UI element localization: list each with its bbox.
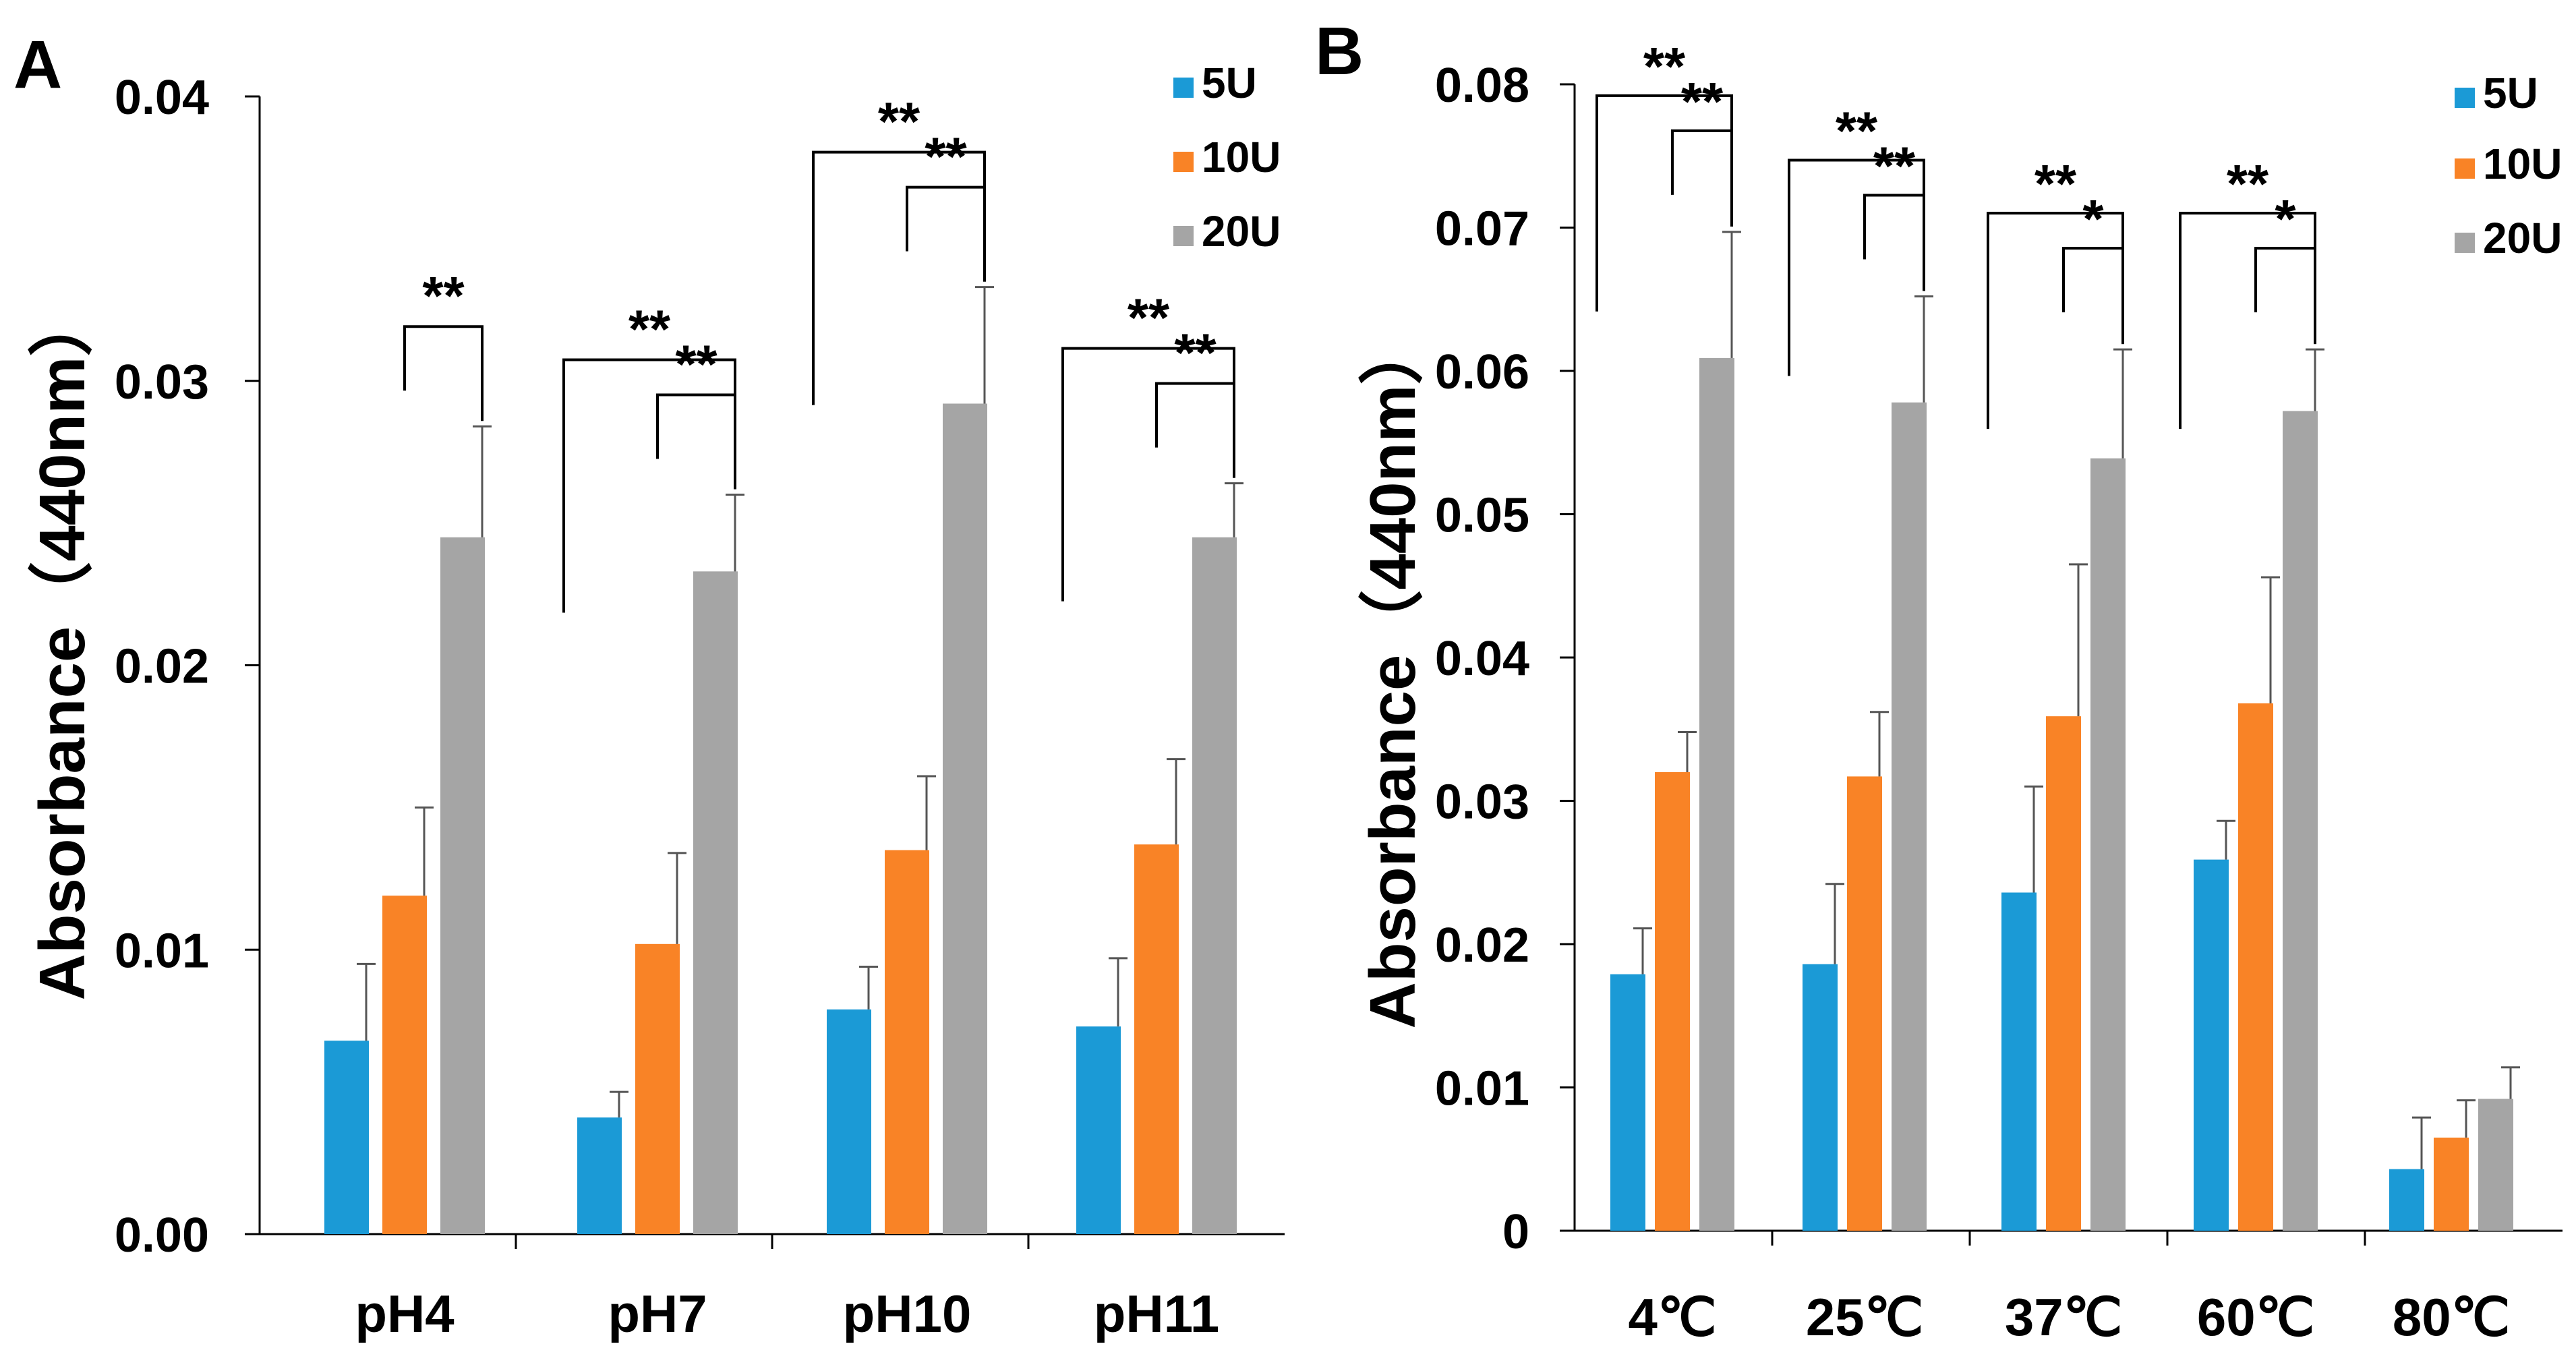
panel-b-legend-label-20u: 20U [2483, 214, 2562, 262]
panel-b-bar-37c-20u [2090, 458, 2126, 1231]
panel-b-significance-label-25c-10u-20u: ** [1873, 136, 1916, 196]
panel-a-significance-label-ph11-10u-20u: ** [1174, 323, 1217, 383]
panel-b-bar-60c-10u [2238, 703, 2273, 1231]
panel-b-y-axis-label: Absorbance（440nm） [1357, 320, 1429, 1029]
panel-b: B Absorbance（440nm） 0 0.01 0.02 0.03 0.04 0.0… [1315, 13, 2563, 1347]
panel-b-significance-label-37c-5u-20u: ** [2035, 154, 2077, 214]
panel-a-bar-ph4-10u [382, 896, 427, 1234]
panel-a-bar-ph11-20u [1192, 537, 1237, 1234]
panel-a-significance-label-ph11-5u-20u: ** [1128, 288, 1170, 348]
panel-b-y-tick-label: 0.04 [1435, 632, 1529, 686]
panel-a-legend-label-5u: 5U [1202, 59, 1257, 107]
panel-b-bar-25c-5u [1803, 964, 1838, 1231]
panel-b-y-tick-label: 0 [1502, 1205, 1529, 1259]
panel-b-bar-4c-10u [1655, 772, 1690, 1231]
panel-b-bar-80c-10u [2434, 1137, 2469, 1231]
panel-b-x-tick-label-37c: 37℃ [2005, 1287, 2122, 1347]
panel-a-significance-bracket-ph10-10u-20u [906, 185, 986, 282]
panel-a-x-tick-label-ph10: pH10 [843, 1284, 972, 1343]
panel-b-y-tick-label: 0.07 [1435, 202, 1529, 256]
panel-b-bar-80c-20u [2478, 1099, 2513, 1231]
panel-b-bar-60c-20u [2283, 411, 2318, 1231]
panel-b-significance-bracket-37c-10u-20u [2062, 247, 2124, 345]
panel-a-bar-ph4-20u [440, 537, 485, 1234]
panel-b-y-tick-label: 0.02 [1435, 918, 1529, 972]
panel-b-legend-swatch-10u [2455, 158, 2475, 179]
panel-a-legend-swatch-10u [1173, 152, 1194, 172]
panel-b-y-tick-label: 0.08 [1435, 59, 1529, 113]
panel-a-significance-label-ph4-10u-20u: ** [422, 266, 465, 326]
panel-a-significance-bracket-ph11-10u-20u [1155, 382, 1235, 478]
panel-a-legend-label-10u: 10U [1202, 133, 1281, 181]
panel-b-y-tick-label: 0.05 [1435, 489, 1529, 543]
panel-b-bar-4c-20u [1699, 357, 1734, 1231]
panel-b-legend-label-5u: 5U [2483, 69, 2538, 117]
panel-b-x-tick-label-4c: 4℃ [1629, 1287, 1717, 1347]
panel-b-significance-label-60c-5u-20u: ** [2227, 154, 2269, 214]
panel-a-legend-swatch-20u [1173, 226, 1194, 246]
panel-a: A Absorbance（440nm） 0.00 0.01 0.02 0.03 0.04… [13, 27, 1285, 1343]
panel-a-bar-ph7-10u [635, 943, 680, 1234]
panel-a-significance-bracket-ph4-10u-20u [403, 325, 484, 421]
panel-b-bar-25c-10u [1847, 776, 1882, 1231]
panel-b-significance-bracket-4c-10u-20u [1671, 129, 1733, 227]
panel-a-y-tick-label: 0.02 [115, 640, 209, 694]
panel-b-y-tick-label: 0.06 [1435, 345, 1529, 399]
panel-b-bar-4c-5u [1610, 974, 1645, 1231]
panel-b-bar-37c-10u [2046, 716, 2081, 1231]
panel-b-plot-area: 0 0.01 0.02 0.03 0.04 0.05 0.06 0.07 0.08 4℃ 25℃ 37… [1435, 36, 2563, 1347]
panel-a-legend-swatch-5u [1173, 78, 1194, 98]
panel-b-label: B [1315, 13, 1364, 89]
panel-a-bar-ph11-10u [1134, 844, 1179, 1234]
panel-a-significance-label-ph7-10u-20u: ** [675, 334, 718, 394]
panel-a-bar-ph4-5u [324, 1041, 369, 1234]
panel-a-significance-bracket-ph7-10u-20u [656, 393, 736, 490]
panel-b-legend-swatch-5u [2455, 88, 2475, 108]
panel-b-significance-label-4c-10u-20u: ** [1681, 71, 1724, 132]
panel-b-legend-label-10u: 10U [2483, 140, 2562, 188]
panel-a-y-tick-label: 0.01 [115, 924, 209, 978]
panel-b-significance-bracket-60c-10u-20u [2254, 247, 2316, 345]
panel-b-x-tick-label-25c: 25℃ [1806, 1287, 1923, 1347]
panel-a-bar-ph10-20u [943, 403, 987, 1234]
panel-a-y-tick-label: 0.03 [115, 355, 209, 409]
panel-b-significance-label-4c-5u-20u: ** [1643, 36, 1686, 96]
panel-a-x-tick-label-ph4: pH4 [355, 1284, 454, 1343]
panel-a-y-tick-label: 0.04 [115, 71, 209, 125]
panel-a-x-tick-label-ph7: pH7 [608, 1284, 707, 1343]
panel-b-y-tick-label: 0.01 [1435, 1062, 1529, 1116]
panel-b-significance-label-60c-10u-20u: * [2275, 189, 2296, 249]
panel-a-x-tick-label-ph11: pH11 [1094, 1284, 1219, 1343]
panel-b-x-tick-label-60c: 60℃ [2197, 1287, 2314, 1347]
panel-a-significance-label-ph10-5u-20u: ** [878, 92, 920, 152]
panel-b-bar-80c-5u [2389, 1169, 2424, 1231]
panel-b-y-tick-label: 0.03 [1435, 776, 1529, 829]
panel-b-legend-swatch-20u [2455, 233, 2475, 253]
panel-a-legend-label-20u: 20U [1202, 207, 1281, 256]
panel-a-y-tick-label: 0.00 [115, 1208, 209, 1262]
panel-a-significance-label-ph7-5u-20u: ** [628, 299, 671, 359]
panel-a-bar-ph7-20u [693, 571, 738, 1234]
panel-b-significance-bracket-25c-10u-20u [1863, 194, 1925, 291]
panel-a-bar-ph7-5u [577, 1117, 622, 1234]
panel-a-bar-ph10-5u [827, 1009, 871, 1234]
panel-a-label: A [13, 27, 62, 103]
panel-b-significance-label-37c-10u-20u: * [2082, 189, 2104, 249]
panel-b-bar-60c-5u [2194, 859, 2229, 1231]
panel-b-significance-label-25c-5u-20u: ** [1836, 101, 1878, 161]
panel-b-bar-37c-5u [2001, 892, 2037, 1231]
panel-a-bar-ph11-5u [1076, 1026, 1121, 1234]
panel-a-significance-label-ph10-10u-20u: ** [925, 127, 967, 187]
panel-b-bar-25c-20u [1892, 402, 1927, 1231]
panel-b-x-tick-label-80c: 80℃ [2393, 1287, 2510, 1347]
panel-a-y-axis-label: Absorbance（440nm） [26, 292, 98, 1001]
panel-a-bar-ph10-10u [885, 850, 929, 1234]
